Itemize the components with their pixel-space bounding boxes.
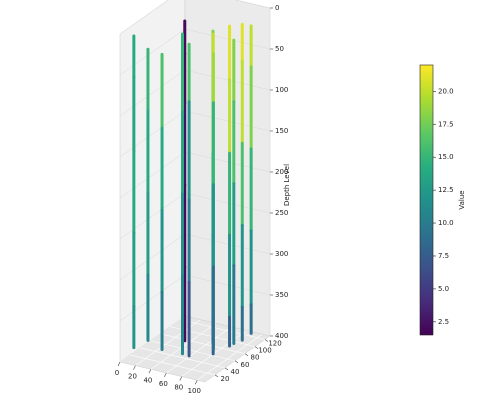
colorbar-tick-label: 15.0: [438, 153, 454, 161]
z-tick-label: 250: [275, 209, 288, 217]
y-tick-label: 20: [221, 375, 230, 383]
y-tick: [214, 374, 219, 378]
colorbar-tick-label: 12.5: [438, 186, 454, 194]
colorbar-tick-label: 7.5: [438, 252, 449, 260]
grid-line: [139, 347, 226, 369]
y-tick: [244, 353, 249, 356]
y-tick: [264, 339, 269, 342]
colorbar: [419, 64, 434, 336]
colorbar-tick-label: 17.5: [438, 120, 454, 128]
z-tick-label: 400: [275, 332, 288, 340]
z-tick-label: 150: [275, 127, 288, 135]
x-tick-label: 80: [174, 384, 183, 392]
y-tick-label: 40: [231, 368, 240, 376]
grid-line: [179, 319, 266, 340]
grid-line: [119, 0, 271, 35]
y-tick-label: 120: [268, 340, 281, 348]
x-tick: [148, 369, 152, 374]
colorbar-label: Value: [458, 190, 466, 209]
grid-line: [197, 333, 263, 381]
z-tick-label: 100: [275, 86, 288, 94]
grid-line: [166, 326, 232, 374]
back-pane-right: [184, 0, 271, 337]
y-tick-label: 100: [258, 347, 271, 355]
colorbar-tick-label: 10.0: [438, 219, 454, 227]
grid-line: [159, 333, 246, 354]
z-axis-label: Depth Level: [283, 164, 291, 206]
x-tick: [133, 365, 136, 370]
x-tick-label: 60: [159, 380, 168, 388]
y-tick: [254, 346, 259, 349]
y-tick: [234, 360, 239, 364]
x-tick-label: 20: [128, 373, 137, 381]
x-tick-label: 40: [143, 376, 152, 384]
z-tick-label: 200: [275, 168, 288, 176]
grid-line: [129, 354, 216, 376]
back-pane-left: [119, 0, 186, 363]
x-tick: [179, 376, 183, 381]
y-tick-label: 60: [241, 361, 250, 369]
x-tick-label: 100: [188, 387, 201, 395]
z-tick-label: 300: [275, 250, 288, 258]
grid-line: [149, 340, 236, 362]
colorbar-tick-label: 20.0: [438, 87, 454, 95]
colorbar-tick-label: 5.0: [438, 285, 449, 293]
x-tick: [117, 361, 121, 367]
x-tick: [164, 372, 167, 378]
z-tick-label: 350: [275, 291, 288, 299]
x-tick: [195, 380, 198, 385]
y-tick-label: 80: [251, 354, 260, 362]
z-tick-label: 0: [275, 4, 279, 12]
y-tick: [224, 367, 229, 371]
colorbar-tick-label: 2.5: [438, 318, 449, 326]
x-tick-label: 0: [115, 369, 119, 377]
z-tick-label: 50: [275, 45, 284, 53]
